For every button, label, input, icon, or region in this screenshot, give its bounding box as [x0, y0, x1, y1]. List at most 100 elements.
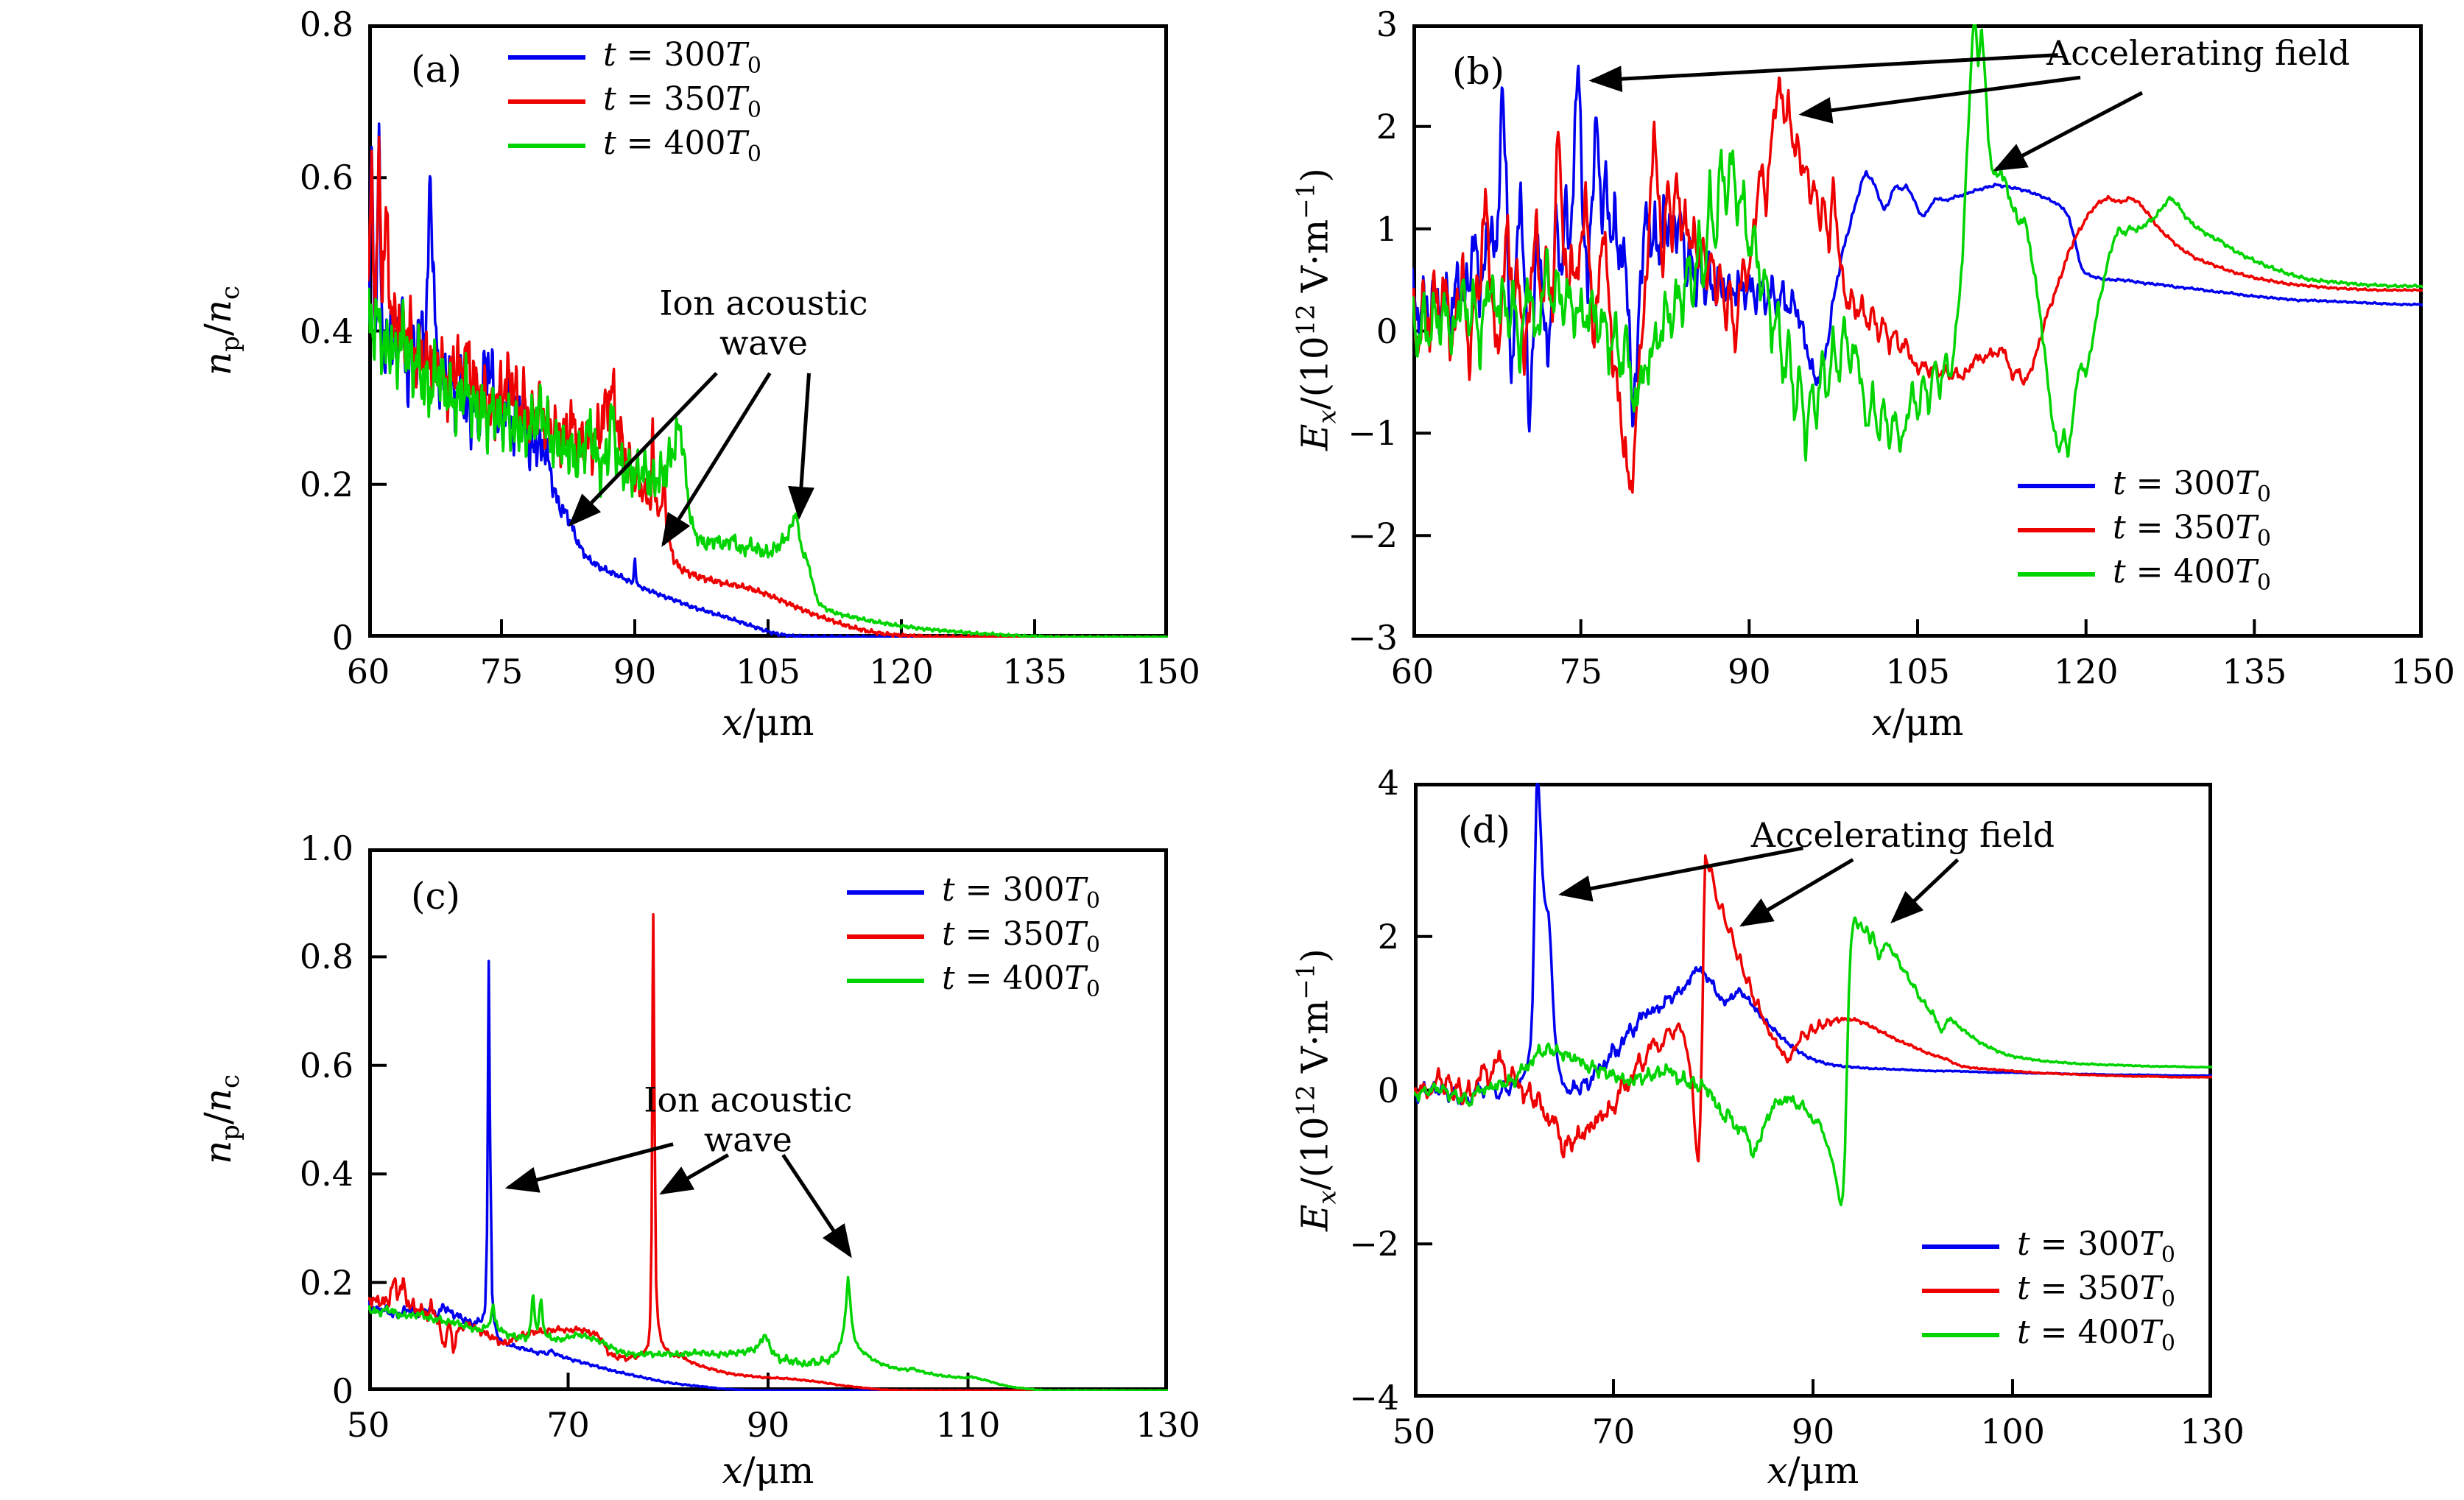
x-tick-label: 90 — [1791, 1412, 1835, 1451]
annotation-d: Accelerating field — [1751, 815, 2055, 855]
y-tick-label: 3 — [1376, 4, 1398, 44]
annotation-line: wave — [703, 1119, 792, 1160]
legend-label: t = 300T0 — [2113, 465, 2271, 507]
legend-item: t = 300T0 — [847, 870, 1100, 915]
x-tick-label: 90 — [613, 652, 657, 691]
y-tick-label: −3 — [1348, 618, 1398, 658]
y-tick-label: 0 — [331, 618, 353, 658]
legend-swatch — [1922, 1333, 1999, 1337]
panel-label-a: (a) — [411, 48, 462, 91]
legend-swatch — [2018, 572, 2095, 577]
legend-label: t = 400T0 — [2017, 1314, 2175, 1356]
x-tick-label: 105 — [1885, 652, 1950, 691]
legend-swatch — [508, 144, 585, 148]
annotation-arrow — [781, 1154, 852, 1258]
annotation-line: Accelerating field — [1750, 814, 2055, 855]
legend-swatch — [847, 934, 924, 939]
legend-item: t = 350T0 — [2018, 508, 2271, 552]
legend-item: t = 400T0 — [847, 959, 1100, 1003]
plot-area-a — [368, 24, 1168, 638]
annotation-arrow — [568, 372, 718, 527]
legend-item: t = 350T0 — [847, 915, 1100, 959]
y-tick-label: 0.2 — [299, 464, 353, 504]
annotation-arrow — [504, 1142, 674, 1193]
y-axis-title-d: Ex/(1012 V·m−1) — [1291, 948, 1342, 1231]
legend-label: t = 300T0 — [2017, 1225, 2175, 1268]
panel-label-b: (b) — [1452, 50, 1505, 93]
x-tick-label: 150 — [1136, 652, 1200, 691]
x-tick-label: 110 — [935, 1405, 1001, 1445]
annotation-arrow — [1890, 858, 1960, 923]
legend-label: t = 300T0 — [942, 871, 1100, 914]
x-tick-label: 135 — [2222, 652, 2287, 691]
y-axis-title-a: np/nc — [197, 285, 245, 376]
y-axis-title-c: np/nc — [197, 1074, 245, 1165]
legend-item: t = 350T0 — [508, 80, 761, 124]
legend-label: t = 400T0 — [942, 959, 1100, 1002]
y-tick-label: 2 — [1376, 106, 1398, 147]
x-axis-title-d: x/μm — [1767, 1449, 1859, 1492]
annotation-arrow — [1588, 53, 2058, 93]
legend-c: t = 300T0 t = 350T0 t = 400T0 — [847, 870, 1100, 1003]
y-axis-title-b: Ex/(1012 V·m−1) — [1291, 168, 1342, 451]
annotation-c: Ion acoustic wave — [644, 1080, 852, 1160]
annotation-a: Ion acoustic wave — [659, 284, 867, 364]
legend-label: t = 350T0 — [2113, 509, 2271, 552]
legend-swatch — [847, 890, 924, 895]
y-tick-label: 2 — [1377, 916, 1399, 957]
legend-b: t = 300T0 t = 350T0 t = 400T0 — [2018, 464, 2271, 596]
annotation-arrow — [1798, 75, 2081, 124]
legend-swatch — [2018, 528, 2095, 532]
x-tick-label: 90 — [746, 1405, 790, 1445]
legend-item: t = 400T0 — [1922, 1313, 2175, 1357]
legend-d: t = 300T0 t = 350T0 t = 400T0 — [1922, 1225, 2175, 1357]
x-tick-label: 120 — [869, 652, 934, 691]
y-tick-label: 0.6 — [299, 158, 353, 198]
legend-item: t = 400T0 — [508, 124, 761, 168]
y-tick-label: 0.8 — [299, 4, 353, 44]
annotation-arrow — [1739, 858, 1854, 927]
y-tick-label: −1 — [1348, 413, 1398, 454]
plot-area-b — [1412, 24, 2423, 638]
x-tick-label: 75 — [479, 652, 524, 691]
x-tick-label: 90 — [1728, 652, 1771, 691]
annotation-arrow — [1993, 91, 2144, 172]
legend-item: t = 300T0 — [2018, 464, 2271, 508]
annotation-arrow — [788, 373, 814, 520]
y-tick-label: 0.8 — [299, 937, 353, 977]
annotation-arrow — [661, 372, 772, 547]
annotation-line: Accelerating field — [2046, 32, 2351, 73]
x-tick-label: 50 — [346, 1405, 390, 1445]
plot-area-c — [368, 848, 1168, 1391]
y-tick-label: 0 — [331, 1371, 353, 1411]
y-tick-label: 0.4 — [299, 311, 353, 351]
x-tick-label: 100 — [1980, 1412, 2045, 1451]
x-tick-label: 70 — [1591, 1412, 1636, 1451]
legend-item: t = 300T0 — [1922, 1225, 2175, 1269]
x-tick-label: 135 — [1002, 652, 1067, 691]
x-tick-label: 75 — [1559, 652, 1602, 691]
y-tick-label: −4 — [1349, 1378, 1399, 1418]
y-tick-label: 0.6 — [299, 1045, 353, 1085]
annotation-line: Ion acoustic — [644, 1080, 853, 1120]
x-tick-label: 150 — [2390, 652, 2455, 691]
y-tick-label: 0 — [1376, 311, 1398, 351]
plot-area-d — [1414, 783, 2212, 1398]
x-tick-label: 60 — [1390, 652, 1435, 691]
y-tick-label: 1 — [1376, 208, 1398, 249]
legend-swatch — [508, 99, 585, 104]
legend-label: t = 400T0 — [603, 124, 761, 167]
x-tick-label: 130 — [2180, 1412, 2245, 1451]
x-axis-title-a: x/μm — [722, 701, 814, 744]
legend-label: t = 350T0 — [603, 80, 761, 123]
x-tick-label: 70 — [546, 1405, 590, 1445]
legend-label: t = 350T0 — [942, 915, 1100, 958]
x-tick-label: 120 — [2053, 652, 2119, 691]
y-tick-label: −2 — [1348, 515, 1398, 556]
annotation-b: Accelerating field — [2046, 33, 2350, 73]
annotation-arrow — [1558, 846, 1803, 902]
y-tick-label: 4 — [1377, 763, 1399, 803]
y-tick-label: 1.0 — [299, 828, 353, 868]
legend-a: t = 300T0 t = 350T0 t = 400T0 — [508, 35, 761, 168]
